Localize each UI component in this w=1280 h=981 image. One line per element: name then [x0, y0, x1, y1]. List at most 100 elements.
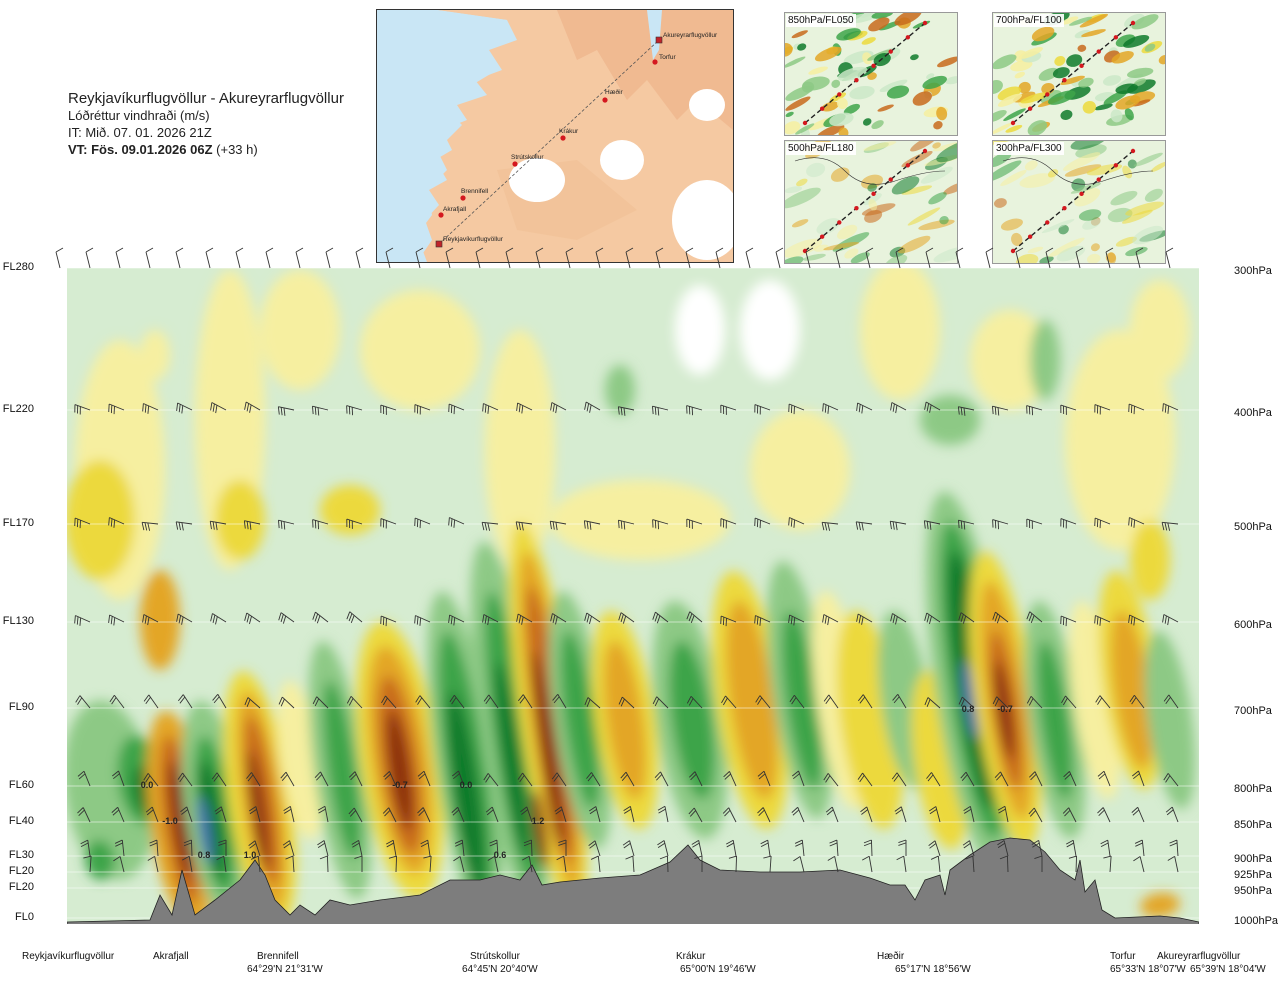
wind-barb-flag — [451, 806, 459, 813]
field-blob — [897, 235, 931, 254]
wind-barb-shaft — [560, 806, 567, 823]
wind-barb-shaft — [423, 770, 431, 787]
field-blob — [816, 218, 841, 235]
valid-time: VT: Fös. 09.01.2026 06Z — [68, 142, 213, 157]
wind-barb-flag — [622, 840, 630, 846]
field-blob — [1082, 100, 1097, 114]
wind-barb-shaft — [312, 405, 329, 411]
wind-barb-shaft — [935, 806, 941, 823]
wind-barb-flag — [316, 774, 323, 781]
wind-barb-flag — [863, 839, 872, 844]
field-cell — [140, 330, 170, 380]
wind-barb-flag — [960, 614, 964, 623]
thumb-850[interactable]: 850hPa/FL050 — [784, 12, 958, 136]
field-blob — [836, 97, 848, 110]
wind-barb-shaft — [175, 251, 181, 269]
pressure-label: 850hPa — [1234, 819, 1272, 831]
field-blob — [849, 85, 875, 100]
wind-barb-flag — [858, 522, 861, 531]
location-coord: 65°00'N 19°46'W — [680, 964, 756, 975]
wind-barb-shaft — [1006, 855, 1009, 873]
wind-barb-flag — [825, 806, 833, 813]
wind-barb-shaft — [965, 771, 975, 787]
wind-barb-flag — [83, 855, 92, 859]
wind-barb-shaft — [587, 697, 601, 709]
wind-barb-shaft — [380, 518, 397, 525]
wave-cell — [168, 760, 192, 880]
wind-barb-flag — [487, 617, 490, 626]
wind-barb-shaft — [1137, 807, 1145, 823]
wind-barb-shaft — [992, 405, 1009, 411]
wind-barb-flag — [620, 614, 624, 623]
wind-barb-shaft — [620, 612, 635, 623]
field-blob — [1110, 190, 1138, 206]
wind-barb-flag — [652, 406, 654, 415]
wind-barb-shaft — [353, 807, 363, 823]
wind-barb-shaft — [862, 694, 873, 709]
wind-barb-shaft — [972, 856, 975, 873]
wind-barb-flag — [961, 774, 968, 781]
wind-barb-shaft — [212, 613, 227, 623]
wind-barb-flag — [793, 617, 796, 626]
wind-barb-flag — [821, 522, 825, 531]
thumb-label: 850hPa/FL050 — [786, 14, 856, 27]
wind-barb-flag — [314, 698, 320, 707]
value-label: 0.6 — [494, 850, 507, 860]
wind-barb-flag — [553, 696, 560, 704]
map-point-marker — [652, 59, 658, 65]
wind-barb-flag — [586, 699, 591, 707]
wind-barb-flag — [314, 613, 319, 622]
field-blob — [1018, 81, 1031, 94]
wind-barb-shaft — [895, 251, 901, 269]
wind-barb-flag — [1163, 694, 1170, 702]
thumb-500[interactable]: 500hPa/FL180 — [784, 140, 958, 264]
map-point-marker — [438, 212, 444, 218]
wind-barb-flag — [927, 774, 934, 782]
field-cell — [550, 480, 730, 560]
wave-cell — [247, 750, 269, 870]
wind-barb-shaft — [1003, 840, 1009, 857]
wind-barb-flag — [415, 695, 421, 703]
wind-barb-shaft — [896, 772, 907, 787]
wind-barb-flag — [312, 612, 316, 620]
wind-barb-flag — [928, 616, 932, 625]
wind-barb-flag — [1026, 696, 1032, 704]
thumb-300[interactable]: 300hPa/FL300 — [992, 140, 1166, 264]
wind-barb-flag — [149, 842, 158, 847]
wind-barb-shaft — [686, 405, 703, 411]
wind-barb-flag — [487, 405, 490, 414]
field-cell — [750, 410, 850, 530]
wind-barb-flag — [483, 773, 489, 781]
wind-barb-flag — [657, 840, 665, 846]
wind-barb-flag — [896, 855, 904, 861]
flight-level-label: FL60 — [8, 779, 34, 791]
pressure-label: 900hPa — [1234, 853, 1272, 865]
wind-barb-flag — [957, 406, 960, 415]
wind-barb-flag — [996, 615, 1001, 624]
wind-barb-flag — [249, 808, 257, 815]
wind-barb-flag — [898, 839, 907, 844]
wind-barb-shaft — [210, 520, 227, 525]
wind-barb-flag — [1068, 855, 1077, 859]
wind-barb-shaft — [1029, 611, 1043, 623]
wind-barb-shaft — [1128, 403, 1145, 411]
wind-barb-shaft — [767, 840, 771, 857]
wind-barb-flag — [618, 696, 623, 705]
wind-barb-flag — [625, 247, 634, 253]
value-label: 1.0 — [244, 850, 257, 860]
wind-barb-flag — [1166, 809, 1174, 816]
field-blob — [993, 122, 1013, 135]
wind-barb-flag — [283, 407, 286, 416]
wind-barb-flag — [451, 697, 457, 705]
wave-cell — [1069, 600, 1121, 800]
wind-barb-shaft — [247, 697, 261, 709]
wind-barb-flag — [827, 522, 831, 531]
thumb-point — [1113, 163, 1119, 168]
field-blob — [993, 160, 1022, 182]
wind-barb-flag — [523, 839, 532, 844]
field-blob — [785, 43, 793, 57]
thumb-700[interactable]: 700hPa/FL100 — [992, 12, 1166, 136]
glacier — [509, 158, 565, 202]
field-blob — [821, 101, 839, 112]
wind-barb-shaft — [685, 251, 691, 269]
